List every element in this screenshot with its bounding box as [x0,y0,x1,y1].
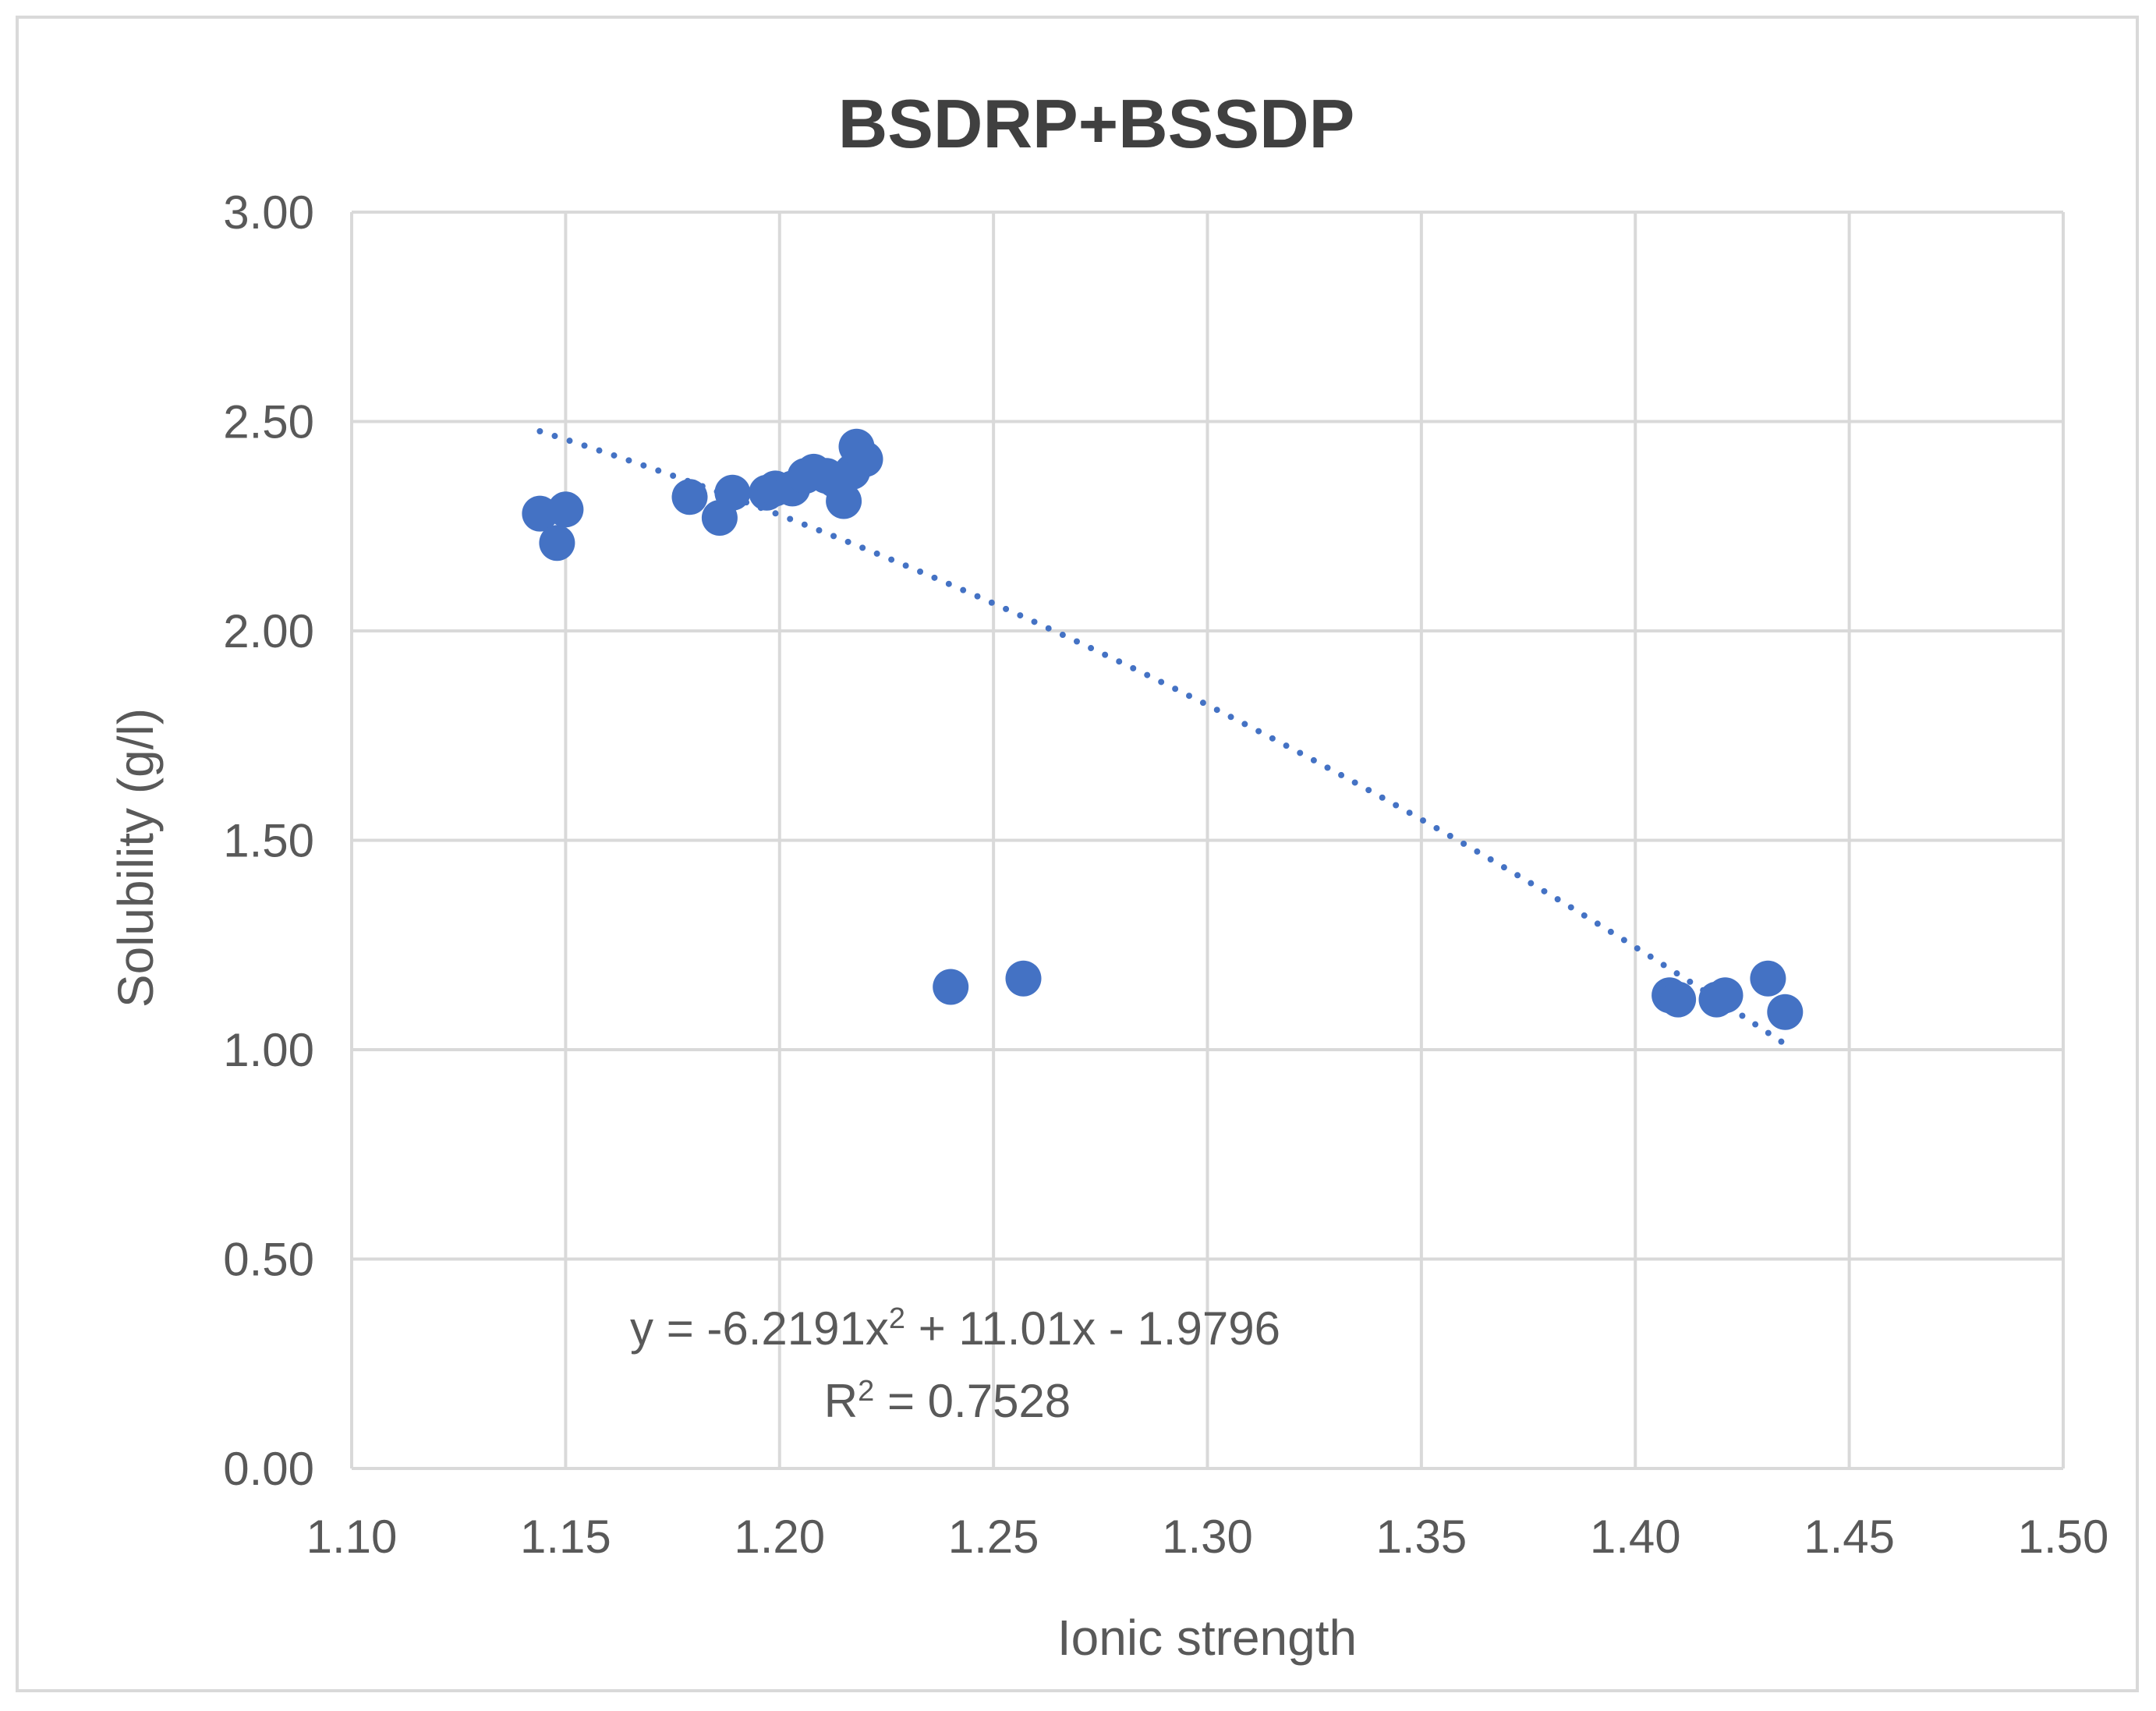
data-point [933,969,969,1005]
y-tick-label: 3.00 [223,186,314,239]
data-point [826,483,862,519]
y-tick-label: 0.50 [223,1234,314,1286]
data-point [1707,977,1744,1014]
y-tick-label: 1.50 [223,815,314,867]
scatter-chart: BSDRP+BSSDP 1.10 1.15 1.20 1.25 1.30 1.35 1.40… [108,85,2108,1666]
data-point [1750,960,1786,997]
y-tick-label: 1.00 [223,1024,314,1076]
trendline-equation: y = -6.2191x2 + 11.01x - 1.9796 [630,1302,1280,1355]
data-point [1767,994,1804,1030]
x-tick-label: 1.35 [1375,1511,1467,1563]
x-tick-label: 1.20 [734,1511,825,1563]
data-point [714,474,751,511]
x-tick-label: 1.45 [1804,1511,1895,1563]
x-tick-label: 1.50 [2018,1511,2109,1563]
trendline-layer [536,428,1789,1047]
x-tick-label: 1.10 [306,1511,398,1563]
x-tick-label: 1.40 [1590,1511,1681,1563]
x-tick-label: 1.25 [948,1511,1039,1563]
y-tick-label: 0.00 [223,1443,314,1495]
x-axis-title: Ionic strength [1057,1610,1357,1666]
y-tick-label: 2.00 [223,605,314,657]
grid-layer [350,211,2065,1470]
data-point [1005,960,1042,997]
data-point [547,491,584,528]
data-point [1660,981,1697,1018]
trendline [536,428,1789,1047]
y-axis-title: Solubility (g/l) [108,708,164,1008]
chart-frame: BSDRP+BSSDP 1.10 1.15 1.20 1.25 1.30 1.35 1.40… [16,16,2139,1692]
tick-labels: 1.10 1.15 1.20 1.25 1.30 1.35 1.40 1.45 1.50 0.00… [223,186,2108,1563]
r-squared-label: R2 = 0.7528 [824,1375,1071,1427]
chart-title: BSDRP+BSSDP [838,85,1355,162]
x-tick-label: 1.30 [1162,1511,1253,1563]
data-point [847,441,883,477]
x-tick-label: 1.15 [520,1511,611,1563]
data-points [522,428,1804,1030]
y-tick-label: 2.50 [223,396,314,448]
data-point [671,479,708,515]
data-point [539,525,575,561]
